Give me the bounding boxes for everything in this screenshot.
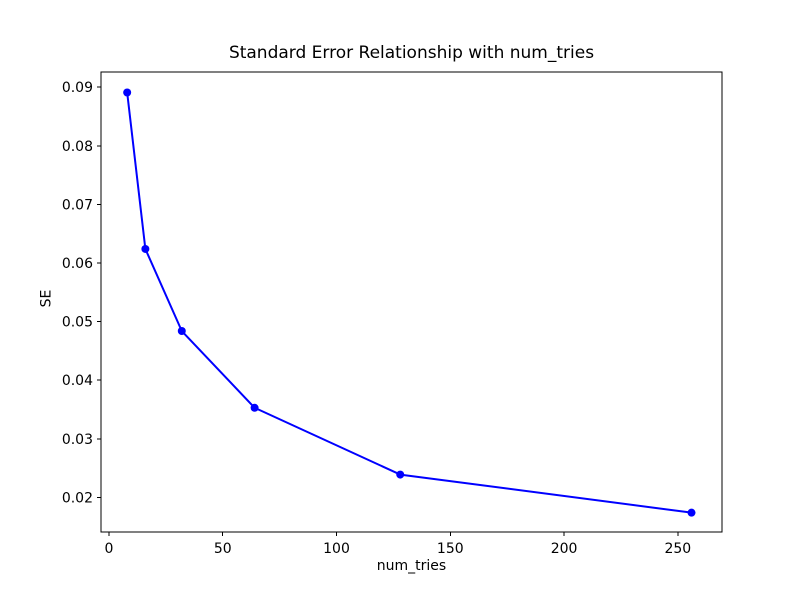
chart-title: Standard Error Relationship with num_tri… bbox=[228, 43, 595, 63]
y-tick-label: 0.09 bbox=[62, 80, 93, 96]
x-tick-label: 150 bbox=[437, 541, 464, 557]
data-point bbox=[123, 88, 132, 97]
x-tick-label: 100 bbox=[323, 541, 350, 557]
x-tick-label: 50 bbox=[214, 541, 232, 557]
data-point bbox=[396, 470, 405, 479]
x-tick-label: 250 bbox=[664, 541, 691, 557]
data-point bbox=[141, 244, 150, 253]
y-tick-label: 0.08 bbox=[62, 139, 93, 155]
x-tick-label: 0 bbox=[105, 541, 114, 557]
y-tick-label: 0.02 bbox=[62, 490, 93, 506]
y-tick-label: 0.05 bbox=[62, 315, 93, 331]
y-tick-label: 0.04 bbox=[62, 373, 93, 389]
axes-frame bbox=[100, 71, 723, 533]
y-tick-label: 0.07 bbox=[62, 197, 93, 213]
data-point bbox=[687, 508, 696, 517]
y-tick-label: 0.03 bbox=[62, 432, 93, 448]
data-point bbox=[177, 327, 186, 336]
x-tick-label: 200 bbox=[551, 541, 578, 557]
y-tick-label: 0.06 bbox=[62, 256, 93, 272]
data-point bbox=[250, 403, 259, 412]
data-line bbox=[126, 91, 693, 514]
y-axis-label: SE bbox=[38, 289, 55, 308]
x-axis-label: num_tries bbox=[376, 558, 447, 574]
